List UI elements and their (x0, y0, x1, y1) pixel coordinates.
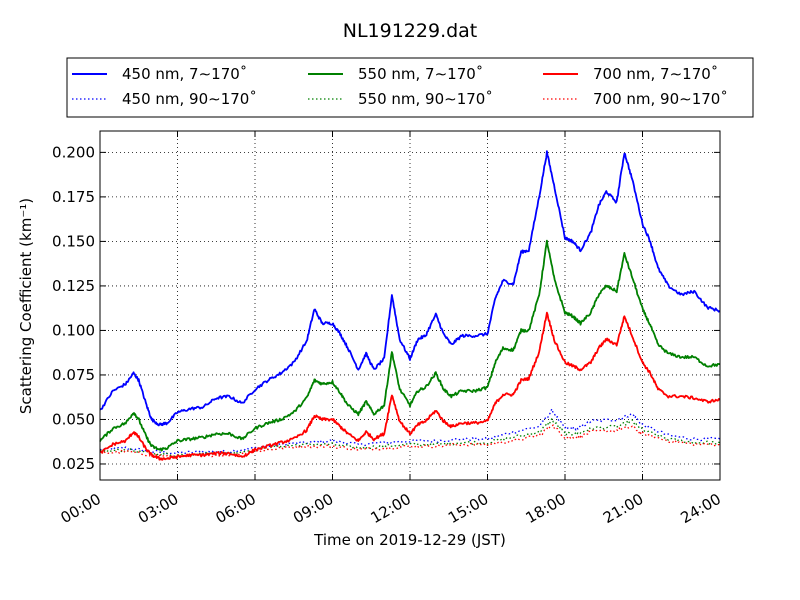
axis-ticks (99, 131, 721, 480)
x-tick-labels: 00:00 03:00 06:00 09:00 12:00 15:00 18:00 21:00… (58, 490, 724, 527)
y-tick-label: 0.025 (52, 455, 95, 473)
series-line (99, 311, 721, 461)
grid (100, 131, 720, 480)
y-tick-label: 0.125 (52, 277, 95, 295)
series-line (99, 150, 721, 427)
series-line (99, 424, 721, 459)
x-tick-label: 03:00 (135, 490, 181, 527)
plot-lines (99, 150, 721, 461)
legend-label: 700 nm, 7∼170˚ (593, 65, 718, 83)
y-tick-label: 0.050 (52, 410, 95, 428)
x-tick-label: 09:00 (290, 490, 336, 527)
legend-box (66, 57, 754, 118)
y-tick-label: 0.150 (52, 232, 95, 250)
x-tick-label: 00:00 (58, 490, 104, 527)
legend-label: 700 nm, 90∼170˚ (593, 90, 728, 108)
y-tick-label: 0.175 (52, 188, 95, 206)
chart-title: NL191229.dat (343, 20, 478, 42)
x-tick-label: 06:00 (213, 490, 259, 527)
y-tick-label: 0.075 (52, 366, 95, 384)
x-tick-label: 24:00 (678, 490, 724, 527)
x-tick-label: 18:00 (523, 490, 569, 527)
x-axis-label: Time on 2019-12-29 (JST) (313, 531, 506, 549)
x-tick-label: 21:00 (600, 490, 646, 527)
y-tick-label: 0.100 (52, 321, 95, 339)
legend-label: 450 nm, 90∼170˚ (122, 90, 257, 108)
legend-label: 550 nm, 7∼170˚ (358, 65, 483, 83)
x-tick-label: 15:00 (445, 490, 491, 527)
x-tick-label: 12:00 (368, 490, 414, 527)
legend: 450 nm, 7∼170˚ 450 nm, 90∼170˚ 550 nm, 7∼1… (66, 57, 754, 118)
y-tick-labels: 0.025 0.050 0.075 0.100 0.125 0.150 0.175 0.200 (52, 143, 95, 473)
y-tick-label: 0.200 (52, 143, 95, 161)
legend-label: 450 nm, 7∼170˚ (122, 65, 247, 83)
y-axis-label: Scattering Coefficient (km⁻¹) (17, 198, 35, 414)
series-line (99, 239, 721, 452)
legend-label: 550 nm, 90∼170˚ (358, 90, 493, 108)
